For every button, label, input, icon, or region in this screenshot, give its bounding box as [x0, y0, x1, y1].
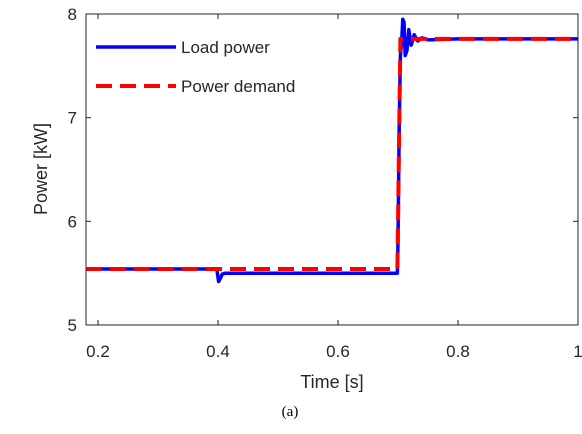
y-axis-label: Power [kW]: [31, 123, 51, 215]
y-tick-label: 8: [68, 5, 77, 24]
legend-label-power-demand: Power demand: [181, 77, 295, 96]
figure-caption: (a): [282, 404, 299, 420]
x-tick-label: 0.6: [326, 342, 350, 361]
legend-label-load-power: Load power: [181, 38, 270, 57]
y-tick-label: 7: [68, 109, 77, 128]
series-line-power-demand: [86, 36, 578, 271]
series-layer: [86, 17, 578, 284]
x-tick-label: 0.8: [446, 342, 470, 361]
x-tick-label: 0.4: [206, 342, 230, 361]
legend-box: [88, 30, 338, 108]
x-tick-label: 1: [573, 342, 582, 361]
axes-box: [85, 13, 579, 326]
x-tick-label: 0.2: [86, 342, 110, 361]
y-tick-label: 6: [68, 212, 77, 231]
y-tick-label: 5: [68, 316, 77, 335]
ticks-layer: 0.2 0.4 0.6 0.8 1 5 6 7 8: [68, 5, 582, 361]
x-axis-label: Time [s]: [300, 372, 363, 392]
legend: Load power Power demand: [88, 30, 338, 108]
plot-area: 0.2 0.4 0.6 0.8 1 5 6 7 8: [68, 5, 582, 361]
